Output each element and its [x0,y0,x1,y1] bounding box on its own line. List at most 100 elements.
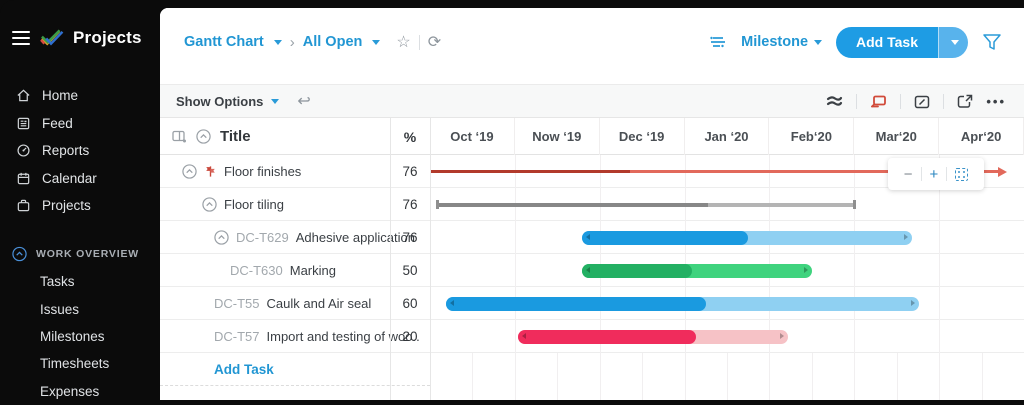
task-id: DC-T630 [230,263,283,278]
sidebar-item-tasks[interactable]: Tasks [40,274,75,290]
table-row[interactable]: DC-T630 Marking 50 [160,254,1024,287]
task-title: Floor finishes [224,164,302,179]
column-divider[interactable] [430,118,431,400]
critical-path-icon[interactable] [870,94,887,109]
table-row[interactable]: DC-T629 Adhesive application 76 [160,221,1024,254]
percent-column-header[interactable]: % [403,128,417,145]
title-column-header[interactable]: Title [220,128,251,145]
divider [943,93,945,109]
task-title: Caulk and Air seal [266,296,372,311]
month-header-cell: Oct ‘19 [430,118,515,155]
task-title: Import and testing of woo.. [266,329,420,344]
task-id: DC-T55 [214,296,260,311]
task-id: DC-T629 [236,230,289,245]
gantt-bar[interactable] [430,170,998,173]
gantt-bar[interactable] [582,230,912,245]
fullscreen-icon[interactable] [957,94,973,109]
refresh-icon[interactable]: ⟳ [427,34,442,51]
gantt-bar[interactable] [446,296,919,311]
table-row-add-task[interactable]: Add Task [160,353,1024,386]
app-title: Projects [73,28,142,47]
chevron-down-icon [814,39,823,45]
table-header: Title % Oct ‘19 Now ‘19 Dec ‘19 Jan ‘20 Feb‘… [160,118,1024,155]
divider [856,93,858,109]
view-selector[interactable]: Gantt Chart [184,34,264,50]
filter-selector[interactable]: All Open [302,34,363,50]
show-options-button[interactable]: Show Options [176,94,280,109]
month-header-cell: Mar‘20 [854,118,940,155]
sidebar-subnav: Tasks Issues Milestones Timesheets Expenses [0,268,160,405]
zoom-controls: − + [888,158,984,190]
sidebar-item-expenses[interactable]: Expenses [40,383,100,399]
filter-icon[interactable] [982,33,1002,52]
page-header: Gantt Chart › All Open ☆ ⟳ Milestone Add… [160,8,1024,76]
work-overview-section-label: WORK OVERVIEW [36,248,139,260]
gantt-bar[interactable] [518,329,788,344]
hamburger-menu-icon[interactable] [12,31,30,45]
table-row[interactable]: DC-T55 Caulk and Air seal 60 [160,287,1024,320]
task-id: DC-T57 [214,329,260,344]
sidebar-item-timesheets[interactable]: Timesheets [40,356,110,372]
task-percent: 20 [402,329,418,344]
breadcrumb-separator: › [289,33,295,51]
task-percent: 76 [402,164,418,179]
month-header-cell: Jan ‘20 [685,118,770,155]
briefcase-icon [16,198,31,213]
task-title: Adhesive application [295,230,415,245]
sidebar-item-reports[interactable]: Reports [0,137,160,165]
layers-view-icon[interactable] [826,94,843,108]
sidebar-item-projects[interactable]: Projects [0,192,160,220]
collapse-row-icon[interactable] [202,197,217,212]
chevron-down-icon [273,39,282,45]
feed-icon [16,116,31,131]
sidebar-item-milestones[interactable]: Milestones [40,328,105,344]
collapse-section-icon[interactable] [12,246,27,262]
fit-to-screen-icon[interactable] [955,167,969,181]
month-header-cell: Dec ‘19 [600,118,685,155]
column-settings-icon[interactable] [172,130,187,143]
table-row[interactable]: DC-T57 Import and testing of woo.. 20 [160,320,1024,353]
task-title: Marking [289,263,336,278]
add-task-link[interactable]: Add Task [214,362,274,377]
sidebar: Projects Home Feed Reports Calendar Projects… [0,0,160,400]
task-title: Floor tiling [224,197,284,212]
today-calendar-icon[interactable] [914,94,930,109]
calendar-icon [16,171,31,186]
milestone-flag-icon [204,165,217,178]
collapse-all-icon[interactable] [196,129,211,144]
month-header-cell: Now ‘19 [515,118,600,155]
sidebar-item-calendar[interactable]: Calendar [0,165,160,193]
more-options-icon[interactable]: ••• [986,93,1006,109]
collapse-row-icon[interactable] [182,164,197,179]
group-by-selector[interactable]: Milestone [741,34,809,50]
zoom-in-button[interactable]: + [929,165,939,183]
divider [900,93,902,109]
table-row[interactable]: Floor finishes 76 [160,155,1024,188]
task-percent: 50 [402,263,418,278]
sidebar-item-feed[interactable]: Feed [0,110,160,138]
sidebar-nav: Home Feed Reports Calendar Projects [0,82,160,220]
column-divider[interactable] [390,118,391,400]
timeline-header: Oct ‘19 Now ‘19 Dec ‘19 Jan ‘20 Feb‘20 Mar‘20… [430,118,1024,155]
gantt-toolbar: Show Options ↩ [160,84,1024,118]
reports-icon [16,143,31,158]
task-percent: 76 [402,197,418,212]
task-percent: 76 [402,230,418,245]
add-task-dropdown[interactable] [938,26,968,58]
favorite-star-icon[interactable]: ☆ [396,34,411,51]
collapse-row-icon[interactable] [214,230,229,245]
home-icon [16,88,31,103]
table-row[interactable]: Floor tiling 76 [160,188,1024,221]
task-percent: 60 [402,296,418,311]
zoom-out-button[interactable]: − [903,165,913,183]
add-task-button[interactable]: Add Task [836,26,968,58]
breadcrumb: Gantt Chart › All Open ☆ ⟳ [184,32,441,52]
sidebar-item-home[interactable]: Home [0,82,160,110]
undo-icon[interactable]: ↩ [297,93,311,110]
month-header-cell: Feb‘20 [769,118,855,155]
gantt-bar[interactable] [436,200,856,209]
gantt-bar[interactable] [582,263,812,278]
divider [418,34,420,50]
sidebar-item-issues[interactable]: Issues [40,301,80,317]
group-by-icon[interactable] [709,35,727,49]
